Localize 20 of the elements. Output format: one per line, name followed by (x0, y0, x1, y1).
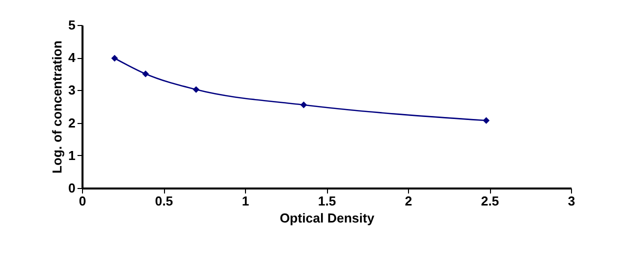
point (482, 117, 490, 124)
x-tick-label: 2.5 (480, 194, 500, 208)
y-tick-label: 3 (68, 82, 76, 98)
x-tick-label: 0 (78, 194, 86, 208)
x-axis-title: Optical Density (280, 210, 376, 226)
y-tick-label: 1 (68, 148, 76, 163)
x-tick-label: 1 (242, 194, 250, 208)
y-tick-label: 0 (68, 180, 76, 196)
x-tick-label: 2 (404, 194, 412, 208)
y-tick-label: 2 (68, 115, 76, 130)
point (300, 102, 308, 108)
y-tick-label: 4 (68, 50, 76, 66)
x-tick-label: 3 (568, 194, 576, 208)
point (111, 54, 118, 62)
point (142, 70, 149, 78)
x-tick-label: 0.5 (154, 194, 174, 208)
y-tick-label: 5 (68, 18, 76, 32)
point (192, 86, 200, 93)
x-tick-label: 1.5 (318, 194, 336, 208)
y-axis-title: Log. of concentration (49, 40, 64, 174)
